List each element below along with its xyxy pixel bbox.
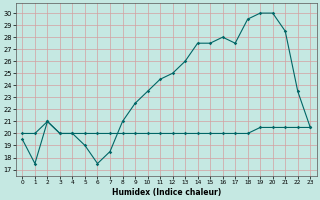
X-axis label: Humidex (Indice chaleur): Humidex (Indice chaleur) (112, 188, 221, 197)
